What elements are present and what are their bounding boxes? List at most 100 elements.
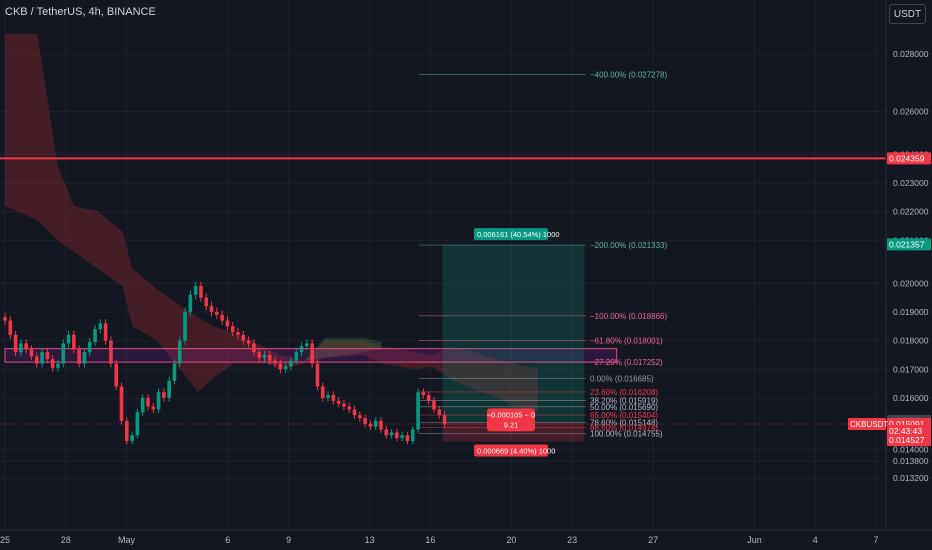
x-tick-label: 28	[61, 535, 71, 545]
candle-body	[40, 352, 44, 364]
fib-label: 65.00% (0.015404)	[590, 411, 658, 420]
candle-body	[310, 343, 314, 364]
fib-label: 23.60% (0.016208)	[590, 388, 658, 397]
candle-body	[278, 363, 283, 370]
candle-body	[257, 352, 261, 358]
stop-label: 0.000669 (4.40%) 1000	[477, 447, 555, 456]
candle-body	[172, 363, 177, 381]
x-axis-bg	[0, 530, 932, 550]
candle-body	[230, 326, 235, 333]
symbol-title[interactable]: CKB / TetherUS, 4h, BINANCE	[5, 6, 156, 18]
y-tick-label: 0.019000	[893, 307, 929, 317]
x-tick-label: 6	[225, 535, 230, 545]
price-tag-bg	[887, 238, 931, 251]
x-tick-label: May	[118, 535, 136, 545]
candle-body	[246, 340, 251, 344]
center-label-bg	[487, 408, 535, 432]
currency-button[interactable]: USDT	[889, 4, 926, 24]
candle-body	[262, 354, 267, 358]
candle-body	[336, 400, 341, 404]
x-tick-label: Jun	[747, 535, 762, 545]
resistance-price-tag: 0.024359	[889, 153, 925, 163]
candles	[3, 281, 447, 445]
candle-body	[294, 352, 299, 361]
target-label-bg	[474, 228, 548, 241]
x-tick-label: 7	[873, 535, 878, 545]
stop-label-bg	[474, 444, 548, 457]
candle-body	[215, 311, 219, 315]
candle-body	[289, 360, 293, 367]
y-tick-label: 0.018000	[893, 336, 929, 346]
candle-body	[56, 363, 60, 368]
position-target-zone	[442, 245, 585, 423]
candle-body	[135, 412, 140, 436]
candle-body	[162, 392, 166, 398]
candle-body	[167, 380, 171, 398]
candle-body	[342, 403, 346, 407]
candle-body	[363, 418, 367, 424]
x-tick-label: 20	[506, 535, 516, 545]
price-tag-bg	[887, 424, 931, 437]
symbol-tag-bg	[848, 418, 886, 430]
candle-body	[45, 352, 50, 360]
candle-body	[405, 435, 410, 441]
candle-body	[140, 397, 145, 413]
candle-body	[66, 334, 71, 344]
candle-body	[183, 311, 187, 341]
candle-body	[114, 363, 119, 387]
candle-body	[410, 429, 415, 441]
fib-label: −27.20% (0.017252)	[590, 358, 663, 367]
candle-body	[87, 342, 92, 353]
y-tick-label: 0.028000	[893, 49, 929, 59]
fib-label: −200.00% (0.021333)	[590, 241, 668, 250]
candle-body	[146, 397, 150, 407]
y-tick-label: 0.013200	[893, 473, 929, 483]
y-tick-label: 0.013800	[893, 456, 929, 466]
candle-body	[299, 346, 304, 353]
y-tick-label: 0.022000	[893, 207, 929, 217]
candle-body	[109, 340, 113, 364]
price-tag: 0.015091	[889, 419, 925, 429]
x-tick-label: 23	[567, 535, 577, 545]
candle-body	[34, 356, 39, 364]
candle-body	[432, 400, 436, 410]
candle-body	[426, 395, 431, 401]
price-tag-bg	[887, 434, 931, 447]
candle-body	[24, 343, 28, 350]
candle-body	[437, 409, 442, 416]
candle-body	[421, 392, 426, 396]
price-tag: 0.021357	[889, 239, 925, 249]
candle-body	[395, 432, 399, 439]
candle-body	[19, 343, 23, 353]
candle-body	[352, 409, 357, 416]
candle-body	[305, 343, 309, 347]
candle-body	[3, 317, 7, 321]
candle-body	[61, 343, 66, 364]
candle-body	[188, 294, 193, 312]
candle-body	[220, 314, 224, 321]
candle-body	[93, 329, 97, 343]
fib-label: 0.00% (0.016685)	[590, 374, 654, 383]
fib-label: −400.00% (0.027278)	[590, 71, 668, 80]
fib-label: 78.60% (0.015148)	[590, 418, 658, 427]
candle-body	[193, 286, 198, 295]
center-label-2: 9.21	[504, 420, 519, 429]
y-tick-label: 0.023000	[893, 178, 929, 188]
y-tick-label: 0.017000	[893, 364, 929, 374]
candle-body	[368, 423, 373, 427]
candle-body	[130, 435, 134, 441]
candle-body	[347, 406, 352, 410]
candle-body	[384, 429, 389, 436]
candle-body	[77, 349, 81, 364]
candle-body	[119, 386, 124, 421]
candle-body	[331, 395, 336, 401]
x-tick-label: 13	[365, 535, 375, 545]
candle-body	[156, 392, 161, 410]
fib-label: 50.00% (0.015690)	[590, 403, 658, 412]
candle-body	[98, 323, 103, 330]
candle-body	[400, 435, 404, 439]
x-tick-label: 27	[648, 535, 658, 545]
candle-body	[103, 323, 108, 341]
candle-body	[379, 420, 383, 430]
